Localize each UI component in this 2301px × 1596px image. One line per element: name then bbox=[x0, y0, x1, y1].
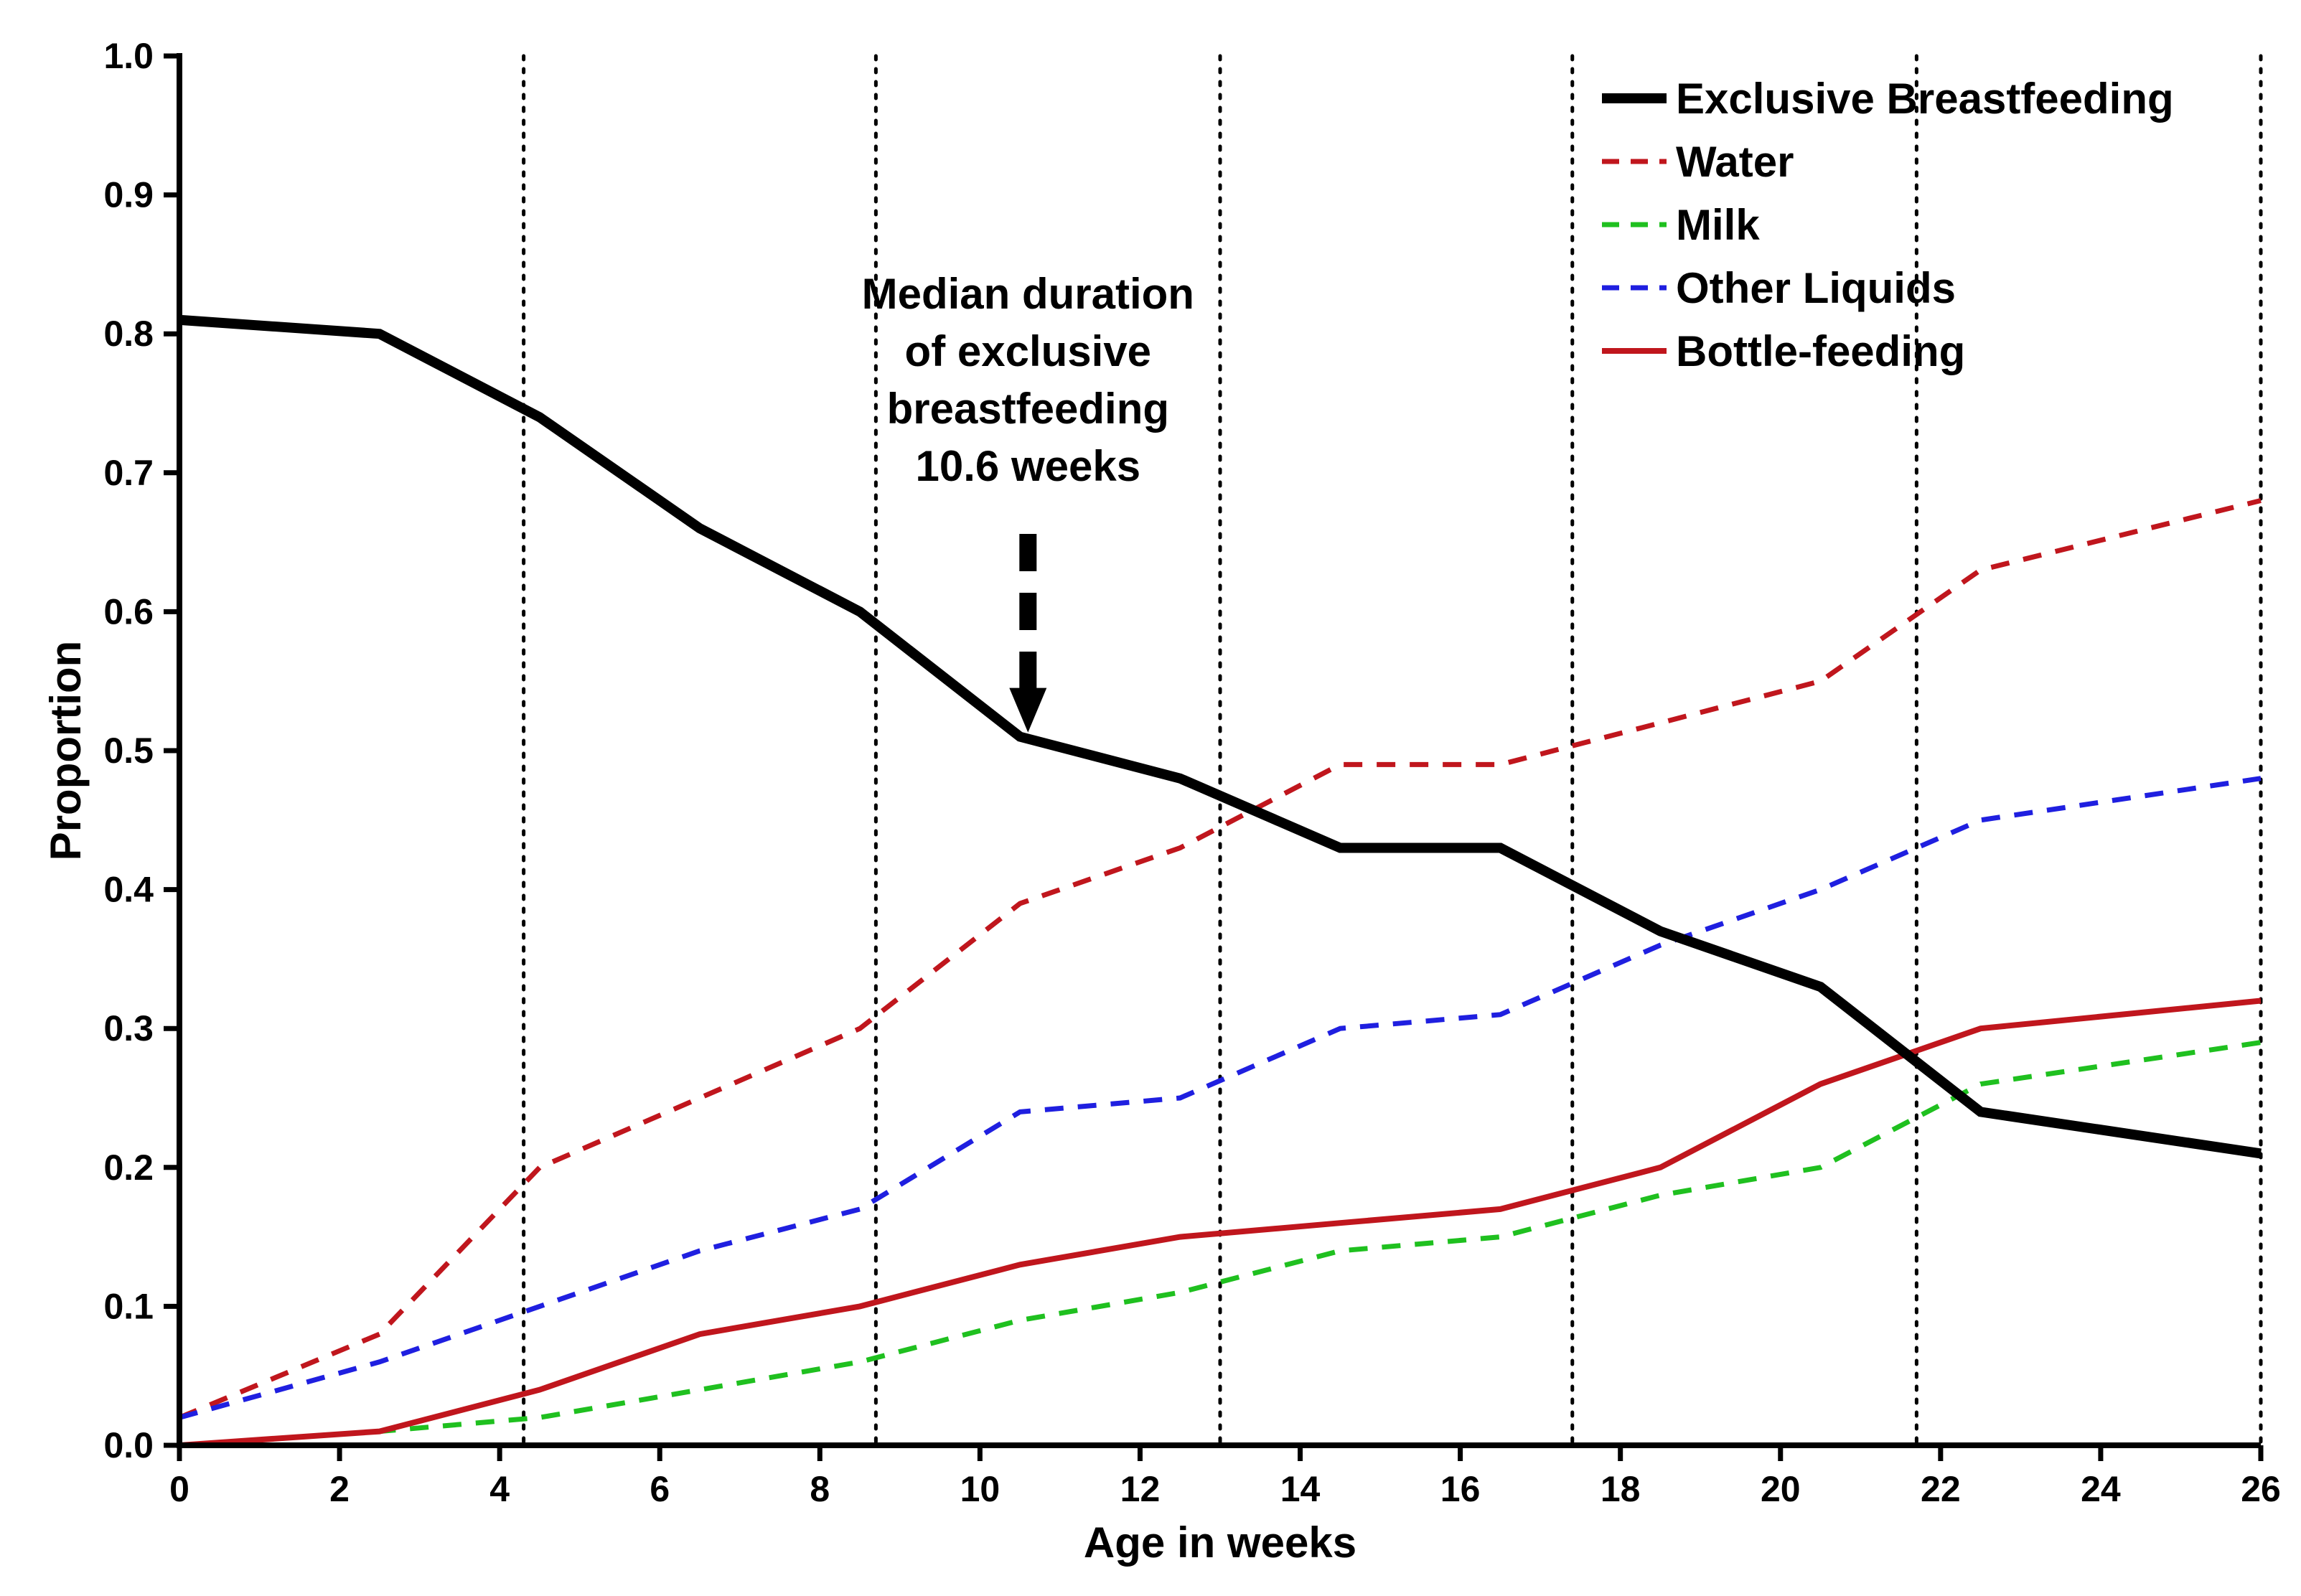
y-tick-label: 0.2 bbox=[103, 1147, 154, 1188]
y-tick-label: 0.0 bbox=[103, 1425, 154, 1465]
x-axis-title: Age in weeks bbox=[1084, 1518, 1356, 1567]
x-tick-label: 24 bbox=[2081, 1469, 2121, 1509]
y-tick-label: 0.7 bbox=[103, 453, 154, 493]
reference-lines bbox=[522, 54, 2263, 1447]
series-line-other-liquids bbox=[179, 776, 2262, 1420]
legend-item-bottle-feeding: Bottle-feeding bbox=[1602, 327, 1965, 375]
y-tick-label: 0.4 bbox=[103, 870, 154, 910]
legend-item-milk: Milk bbox=[1602, 201, 1760, 249]
x-tick-label: 20 bbox=[1761, 1469, 1801, 1509]
x-ticks: 0 2 4 6 8 10 12 14 16 18 20 22 24 26 bbox=[169, 1445, 2281, 1509]
x-tick-label: 22 bbox=[1921, 1469, 1961, 1509]
annotation-line: breastfeeding bbox=[887, 385, 1169, 433]
median-duration-annotation: Median duration of exclusive breastfeedi… bbox=[862, 270, 1194, 733]
annotation-arrow-head bbox=[1009, 687, 1047, 733]
series-layer bbox=[178, 314, 2262, 1448]
y-axis-title: Proportion bbox=[42, 641, 90, 861]
x-tick-label: 0 bbox=[169, 1469, 189, 1509]
legend-label: Exclusive Breastfeeding bbox=[1676, 75, 2174, 123]
y-ticks: 0.0 0.1 0.2 0.3 0.4 0.5 0.6 0.7 0.8 0.9 1.0 bbox=[103, 36, 179, 1465]
x-tick-label: 4 bbox=[489, 1469, 510, 1509]
x-tick-label: 8 bbox=[810, 1469, 830, 1509]
y-tick-label: 0.5 bbox=[103, 731, 154, 771]
y-tick-label: 0.8 bbox=[103, 314, 154, 354]
series-line-milk bbox=[179, 1040, 2262, 1448]
x-tick-label: 14 bbox=[1280, 1469, 1321, 1509]
legend-label: Milk bbox=[1676, 201, 1760, 249]
legend-item-water: Water bbox=[1602, 138, 1794, 186]
y-tick-label: 0.1 bbox=[103, 1286, 154, 1326]
legend-label: Bottle-feeding bbox=[1676, 327, 1965, 375]
legend-item-exclusive-breastfeeding: Exclusive Breastfeeding bbox=[1602, 75, 2174, 123]
x-tick-label: 2 bbox=[329, 1469, 350, 1509]
y-tick-label: 1.0 bbox=[103, 36, 154, 76]
x-tick-label: 26 bbox=[2241, 1469, 2281, 1509]
series-line-bottle-feeding bbox=[179, 998, 2262, 1448]
annotation-line: of exclusive bbox=[905, 327, 1152, 375]
annotation-line: 10.6 weeks bbox=[916, 442, 1141, 490]
legend-label: Other Liquids bbox=[1676, 264, 1956, 312]
legend-item-other-liquids: Other Liquids bbox=[1602, 264, 1956, 312]
x-tick-label: 16 bbox=[1440, 1469, 1481, 1509]
y-tick-label: 0.6 bbox=[103, 591, 154, 632]
x-tick-label: 18 bbox=[1601, 1469, 1641, 1509]
series-line-water bbox=[178, 498, 2262, 1420]
x-tick-label: 10 bbox=[960, 1469, 1000, 1509]
y-tick-label: 0.9 bbox=[103, 175, 154, 215]
series-line-exclusive-breastfeeding bbox=[179, 314, 2262, 1159]
legend: Exclusive Breastfeeding Water Milk Other… bbox=[1602, 75, 2174, 375]
x-tick-label: 6 bbox=[650, 1469, 670, 1509]
annotation-line: Median duration bbox=[862, 270, 1194, 318]
x-tick-label: 12 bbox=[1120, 1469, 1161, 1509]
y-tick-label: 0.3 bbox=[103, 1008, 154, 1048]
legend-label: Water bbox=[1676, 138, 1794, 186]
